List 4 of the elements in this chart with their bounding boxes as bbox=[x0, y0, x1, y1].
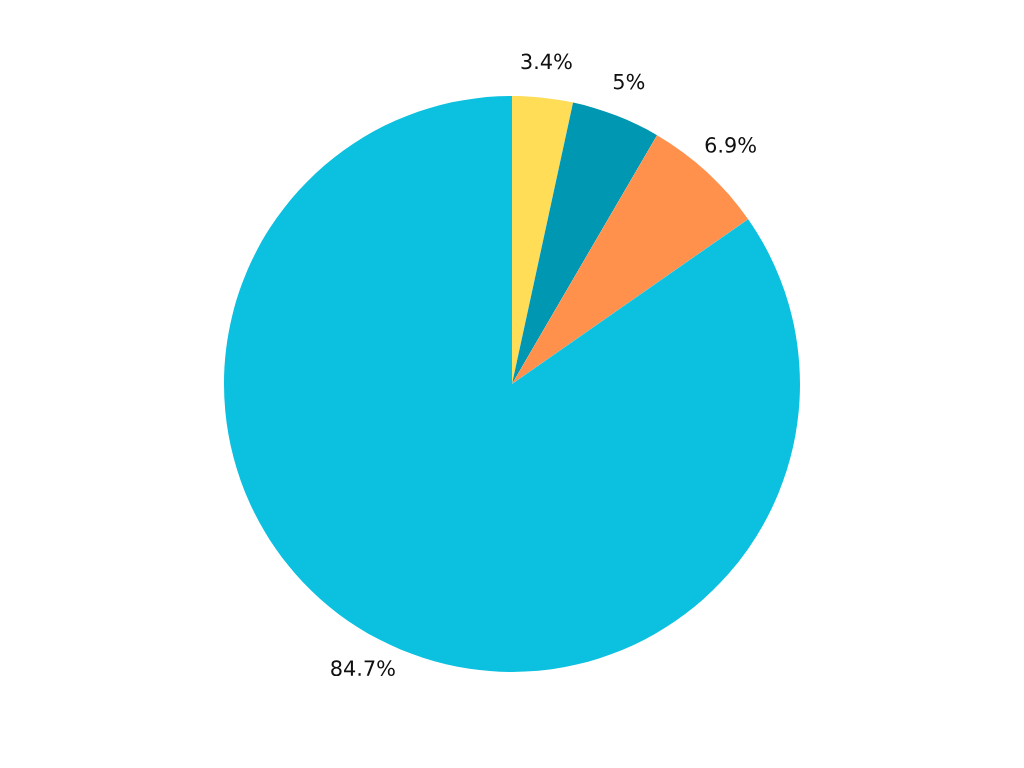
data-label: 84.7% bbox=[331, 660, 395, 677]
data-label: 3.4% bbox=[521, 53, 572, 70]
data-label: 6.9% bbox=[705, 137, 756, 153]
data-label: 5% bbox=[613, 73, 645, 90]
